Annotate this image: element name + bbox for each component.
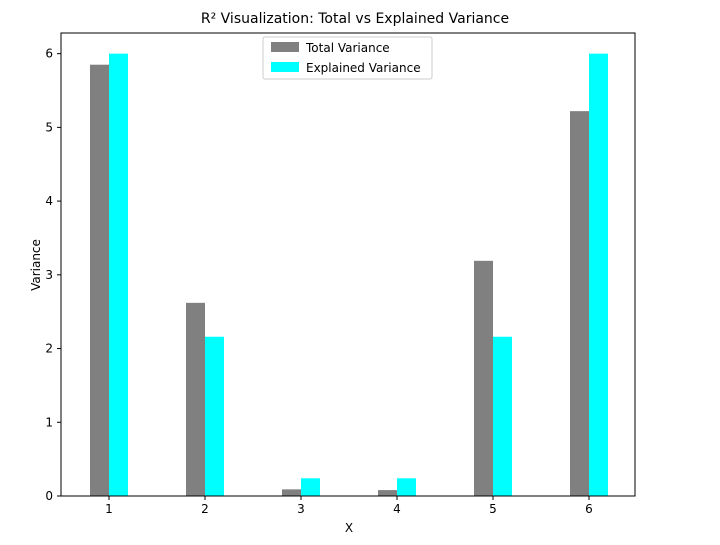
x-tick-label: 4 <box>393 502 401 516</box>
bar-total-variance-4 <box>378 490 397 496</box>
y-tick-label: 4 <box>45 194 53 208</box>
x-tick-label: 2 <box>201 502 209 516</box>
bar-explained-variance-3 <box>301 478 320 496</box>
y-axis-label: Variance <box>29 239 43 291</box>
bar-total-variance-1 <box>90 64 109 496</box>
bar-total-variance-6 <box>570 111 589 496</box>
bar-explained-variance-4 <box>397 478 416 496</box>
x-tick-label: 6 <box>585 502 593 516</box>
legend-swatch-total-variance <box>271 42 299 52</box>
bar-total-variance-3 <box>282 489 301 496</box>
legend-frame <box>262 36 433 80</box>
plot-frame <box>60 32 636 497</box>
bar-total-variance-5 <box>474 260 493 496</box>
bar-explained-variance-1 <box>109 53 128 496</box>
y-tick-label: 0 <box>45 489 53 503</box>
legend: Total Variance Explained Variance <box>262 36 433 80</box>
y-tick-label: 3 <box>45 268 53 282</box>
x-tick-label: 1 <box>105 502 113 516</box>
legend-swatch-explained-variance <box>271 62 299 72</box>
bar-explained-variance-2 <box>205 336 224 496</box>
bar-explained-variance-6 <box>589 53 608 496</box>
legend-label-total-variance: Total Variance <box>305 41 390 55</box>
plot-area: 0 1 2 3 4 5 6 1 2 3 4 5 6 <box>45 32 636 516</box>
x-tick-label: 3 <box>297 502 305 516</box>
y-tick-label: 2 <box>45 342 53 356</box>
chart-title: R² Visualization: Total vs Explained Var… <box>201 11 509 27</box>
y-tick-label: 1 <box>45 415 53 429</box>
y-tick-label: 5 <box>45 120 53 134</box>
y-tick-label: 6 <box>45 47 53 61</box>
x-tick-label: 5 <box>489 502 497 516</box>
bar-total-variance-2 <box>186 302 205 496</box>
bar-explained-variance-5 <box>493 336 512 496</box>
legend-label-explained-variance: Explained Variance <box>306 61 421 75</box>
x-axis-label: X <box>345 521 353 535</box>
